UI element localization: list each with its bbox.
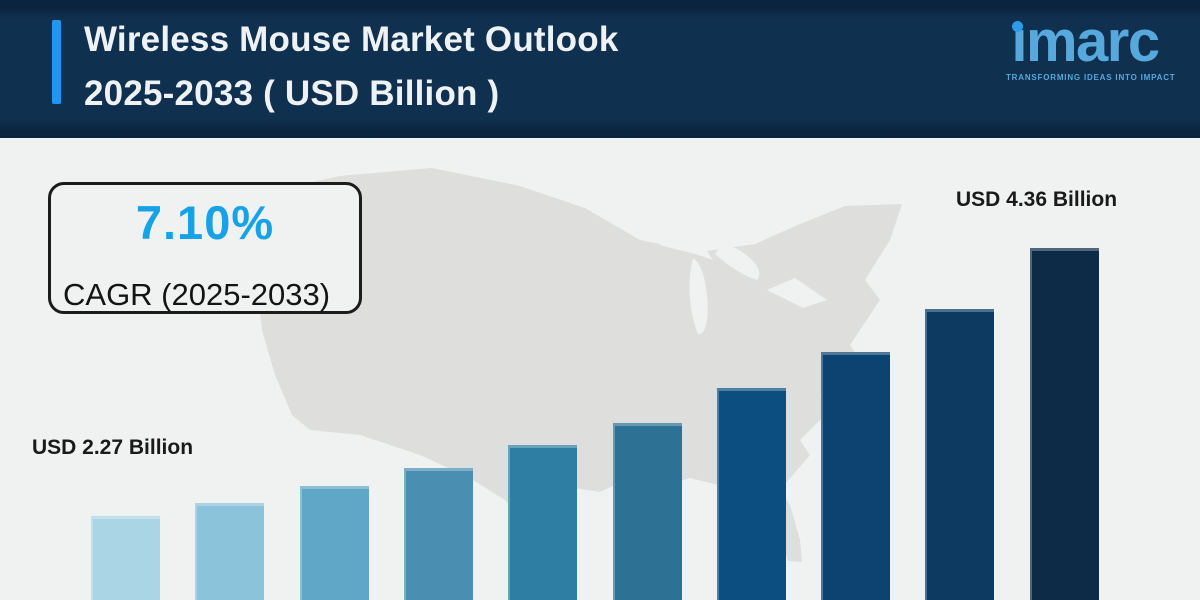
imarc-logo-dot-icon [1012,21,1023,32]
bar-7 [717,388,786,600]
bar-5 [508,445,577,600]
bar-series [0,138,1200,600]
bar-3 [300,486,369,600]
lake-superior-cutout [623,214,713,260]
imarc-logo-wordmark: ımarc [1006,12,1164,72]
last-bar-value-label: USD 4.36 Billion [956,188,1118,211]
bar-8 [821,352,890,600]
imarc-logo: ımarc TRANSFORMING IDEAS INTO IMPACT [1006,12,1176,83]
imarc-logo-tagline: TRANSFORMING IDEAS INTO IMPACT [1006,73,1176,82]
bar-10 [1030,248,1099,600]
header: Wireless Mouse Market Outlook 2025-2033 … [0,0,1200,138]
bar-9 [925,309,994,600]
bar-6 [613,423,682,600]
bar-4 [404,468,473,600]
imarc-logo-text: ımarc [1011,9,1160,74]
cagr-box: 7.10% CAGR (2025-2033) [48,182,362,314]
title-accent-bar [52,20,61,104]
cagr-value: 7.10% [135,196,275,249]
lake-michigan-cutout [689,258,708,335]
chart-area: 7.10% CAGR (2025-2033) USD 2.27 Billion … [0,138,1200,600]
first-bar-value-label: USD 2.27 Billion [32,436,194,459]
lake-erie-ontario-cutout [767,278,827,308]
title-line-1: Wireless Mouse Market Outlook [84,20,619,59]
title-line-2: 2025-2033 ( USD Billion ) [84,74,500,113]
cagr-label: CAGR (2025-2033) [63,277,331,312]
lake-huron-cutout [715,246,760,280]
page-title: Wireless Mouse Market Outlook 2025-2033 … [84,13,619,121]
bar-1 [91,516,160,600]
bar-2 [195,503,264,600]
